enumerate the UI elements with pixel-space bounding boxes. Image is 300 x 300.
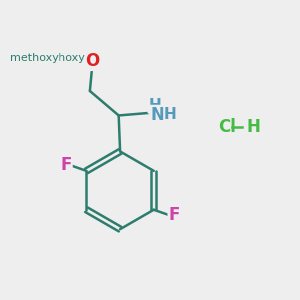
- Text: F: F: [60, 156, 71, 174]
- Text: methoxy: methoxy: [36, 53, 85, 63]
- Text: methoxy: methoxy: [10, 53, 59, 63]
- Text: N: N: [150, 106, 164, 124]
- Text: H: H: [247, 118, 261, 136]
- Text: O: O: [85, 52, 99, 70]
- Text: H: H: [164, 107, 177, 122]
- Text: F: F: [169, 206, 180, 224]
- Text: Cl: Cl: [218, 118, 236, 136]
- Text: H: H: [148, 98, 161, 113]
